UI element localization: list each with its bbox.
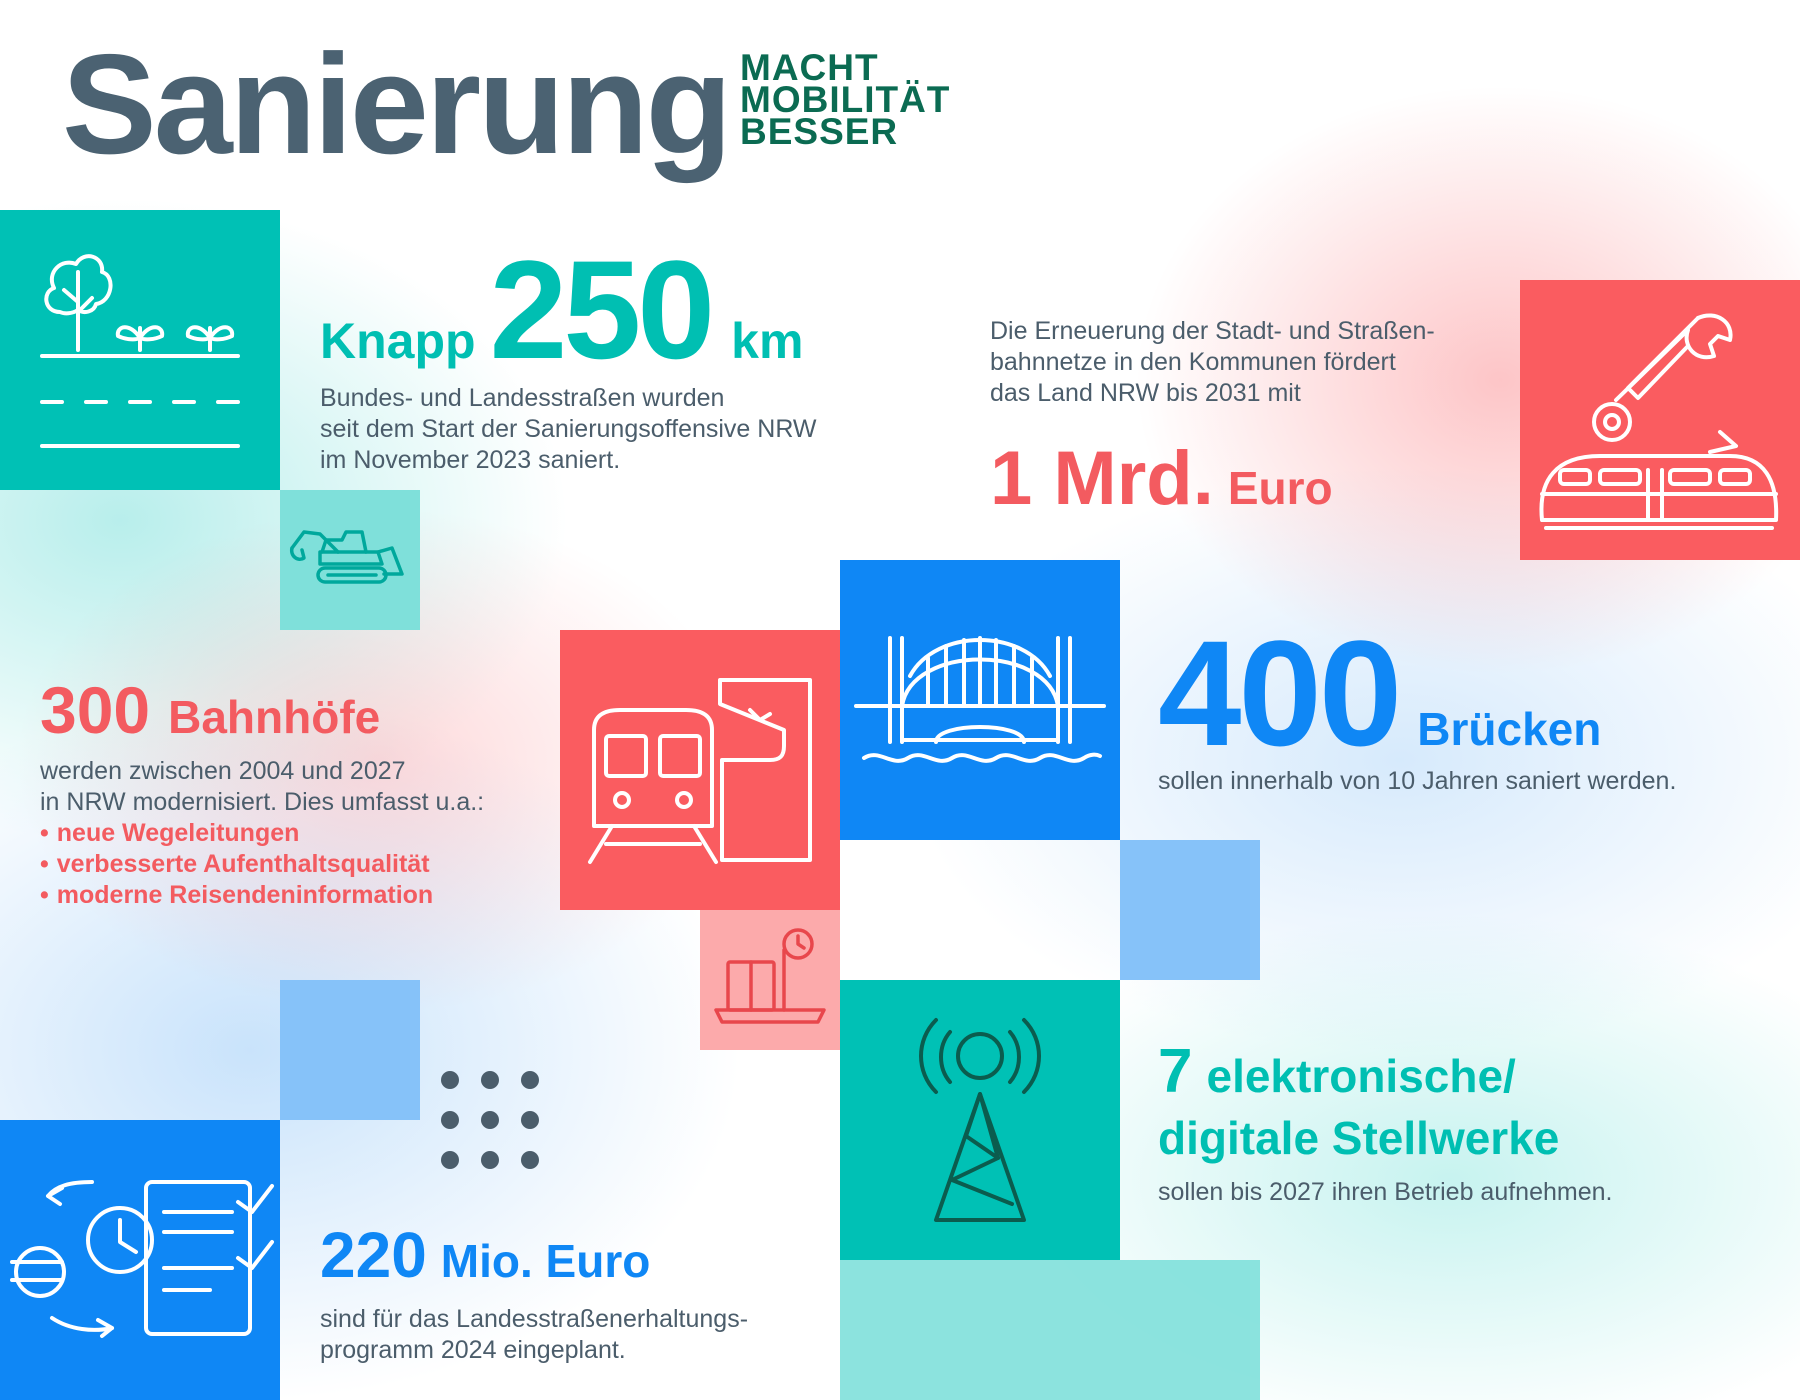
tagline: MACHT MOBILITÄT BESSER bbox=[740, 47, 951, 152]
tram-funding-text-line-2: bahnnetze in den Kommunen fördert bbox=[990, 348, 1396, 376]
luggage-scale-icon bbox=[714, 928, 826, 1024]
tree-road-tile bbox=[0, 210, 280, 490]
luggage-scale-tile bbox=[700, 910, 840, 1050]
roads-headline: Knapp 250 km bbox=[320, 231, 880, 388]
train-station-icon bbox=[588, 678, 812, 864]
interlockings-headline: 7 elektronische/ digitale Stellwerke bbox=[1158, 1036, 1778, 1169]
roads-block: Knapp 250 km Bundes- und Landesstraßen w… bbox=[320, 231, 880, 476]
bridges-headline: 400 Brücken bbox=[1158, 609, 1778, 777]
stations-description: werden zwischen 2004 und 2027 in NRW mod… bbox=[40, 756, 560, 818]
interlockings-unit-line-2: digitale Stellwerke bbox=[1158, 1112, 1560, 1164]
dots-grid-icon bbox=[441, 1071, 539, 1169]
stations-bullet-list: neue Wegeleitungen verbesserte Aufenthal… bbox=[40, 818, 560, 911]
stations-unit: Bahnhöfe bbox=[168, 691, 381, 743]
signal-tower-icon bbox=[919, 1018, 1041, 1222]
wrench-tram-icon bbox=[1539, 313, 1779, 530]
road-program-unit: Mio. Euro bbox=[440, 1235, 651, 1287]
roads-prefix: Knapp bbox=[320, 313, 476, 369]
stations-bullet: verbesserte Aufenthaltsqualität bbox=[40, 849, 560, 880]
decor-tile-light-teal bbox=[840, 1260, 1260, 1400]
decor-tile-light-blue-2 bbox=[280, 980, 420, 1120]
excavator-tile bbox=[280, 490, 420, 630]
tram-funding-block: Die Erneuerung der Stadt- und Straßen- b… bbox=[990, 316, 1510, 522]
signal-tower-tile bbox=[840, 980, 1120, 1260]
stations-text-line-1: werden zwischen 2004 und 2027 bbox=[40, 757, 406, 785]
excavator-icon bbox=[289, 530, 404, 584]
road-program-number: 220 bbox=[320, 1219, 427, 1291]
road-program-description: sind für das Landesstraßenerhaltungs- pr… bbox=[320, 1304, 840, 1366]
interlockings-unit-line-1: elektronische/ bbox=[1206, 1050, 1516, 1102]
stations-bullet: moderne Reisendeninformation bbox=[40, 880, 560, 911]
road-program-headline: 220 Mio. Euro bbox=[320, 1218, 840, 1292]
euro-clock-checklist-icon bbox=[10, 1180, 274, 1338]
roads-text-line-1: Bundes- und Landesstraßen wurden bbox=[320, 384, 725, 412]
road-program-text-line-1: sind für das Landesstraßenerhaltungs- bbox=[320, 1305, 749, 1333]
euro-clock-checklist-tile bbox=[0, 1120, 280, 1400]
tram-funding-text-line-1: Die Erneuerung der Stadt- und Straßen- bbox=[990, 317, 1435, 345]
page-title: Sanierung bbox=[62, 25, 732, 184]
interlockings-description: sollen bis 2027 ihren Betrieb aufnehmen. bbox=[1158, 1178, 1613, 1206]
road-program-text-line-2: programm 2024 eingeplant. bbox=[320, 1336, 626, 1364]
tram-funding-text-line-3: das Land NRW bis 2031 mit bbox=[990, 379, 1301, 407]
decor-tile-light-blue-1 bbox=[1120, 840, 1260, 980]
bridges-unit: Brücken bbox=[1417, 703, 1602, 755]
interlockings-block: 7 elektronische/ digitale Stellwerke soll… bbox=[1158, 1036, 1778, 1208]
tagline-line-2: MOBILITÄT bbox=[740, 79, 951, 120]
stations-headline: 300 Bahnhöfe bbox=[40, 672, 560, 748]
stations-bullet: neue Wegeleitungen bbox=[40, 818, 560, 849]
wrench-tram-tile bbox=[1520, 280, 1800, 560]
stations-block: 300 Bahnhöfe werden zwischen 2004 und 20… bbox=[40, 672, 560, 911]
roads-number: 250 bbox=[489, 231, 716, 388]
tram-funding-unit: Euro bbox=[1227, 462, 1333, 514]
tram-funding-description: Die Erneuerung der Stadt- und Straßen- b… bbox=[990, 316, 1510, 409]
bridges-number: 400 bbox=[1158, 609, 1402, 777]
interlockings-number: 7 bbox=[1158, 1037, 1193, 1106]
roads-text-line-3: im November 2023 saniert. bbox=[320, 446, 621, 474]
bridges-block: 400 Brücken sollen innerhalb von 10 Jahr… bbox=[1158, 609, 1778, 797]
road-program-block: 220 Mio. Euro sind für das Landesstraßen… bbox=[320, 1218, 840, 1366]
tram-funding-amount: 1 Mrd. bbox=[990, 436, 1214, 521]
stations-text-line-2: in NRW modernisiert. Dies umfasst u.a.: bbox=[40, 788, 485, 816]
tram-funding-headline: 1 Mrd. Euro bbox=[990, 435, 1510, 522]
roads-description: Bundes- und Landesstraßen wurden seit de… bbox=[320, 383, 880, 476]
tagline-line-1: MACHT bbox=[740, 47, 879, 88]
dots-grid bbox=[430, 1064, 542, 1176]
bridge-tile bbox=[840, 560, 1120, 840]
bridge-icon bbox=[854, 636, 1106, 763]
tree-road-icon bbox=[40, 254, 240, 448]
bridges-description: sollen innerhalb von 10 Jahren saniert w… bbox=[1158, 767, 1677, 795]
roads-text-line-2: seit dem Start der Sanierungsoffensive N… bbox=[320, 415, 817, 443]
stations-number: 300 bbox=[40, 673, 151, 747]
train-station-tile bbox=[560, 630, 840, 910]
roads-unit: km bbox=[731, 313, 804, 369]
tagline-line-3: BESSER bbox=[740, 111, 899, 152]
